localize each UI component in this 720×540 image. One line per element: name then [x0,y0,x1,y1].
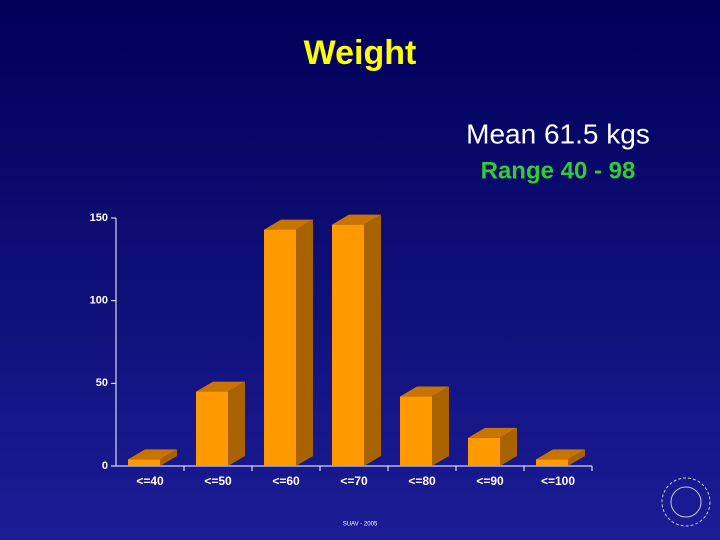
bar-side [500,427,517,466]
range-text: Range 40 - 98 [481,157,636,184]
bar-side [296,219,313,466]
bar-side [364,214,381,466]
bar-top [128,449,177,460]
bar-top [264,219,313,230]
footer: SUAV - 2005 [343,522,378,528]
x-tick-label: <=80 [408,474,436,488]
bar-side [228,381,245,466]
bar [536,459,568,466]
bar-top [196,381,245,392]
bar-top [468,427,517,438]
bar [468,437,500,466]
bar [264,229,296,466]
mean-text: Mean 61.5 kgs [466,118,650,149]
bar-top [400,386,449,397]
y-tick-label: 100 [90,295,108,307]
x-tick-label: <=70 [340,474,368,488]
y-tick-label: 50 [96,377,108,389]
chart: 0 50 100 150 <=40 <=50 <=60 <=70 <=80 <=90 <=100 [90,212,593,488]
bar [400,396,432,466]
bar [128,459,160,466]
x-tick-label: <=50 [204,474,232,488]
bar-side [568,449,585,466]
x-tick-label: <=60 [272,474,300,488]
bar [332,224,364,466]
x-tick-label: <=40 [136,474,164,488]
bar [196,391,228,466]
x-tick-label: <=90 [476,474,504,488]
y-tick-label: 0 [102,460,108,472]
x-tick-label: <=100 [541,474,575,488]
y-tick-label: 150 [90,212,108,224]
bar-side [432,386,449,466]
slide-title: Weight [304,34,417,72]
bar-side [160,449,177,466]
logo [661,477,711,527]
bar-top [536,449,585,460]
bar-top [332,214,381,225]
